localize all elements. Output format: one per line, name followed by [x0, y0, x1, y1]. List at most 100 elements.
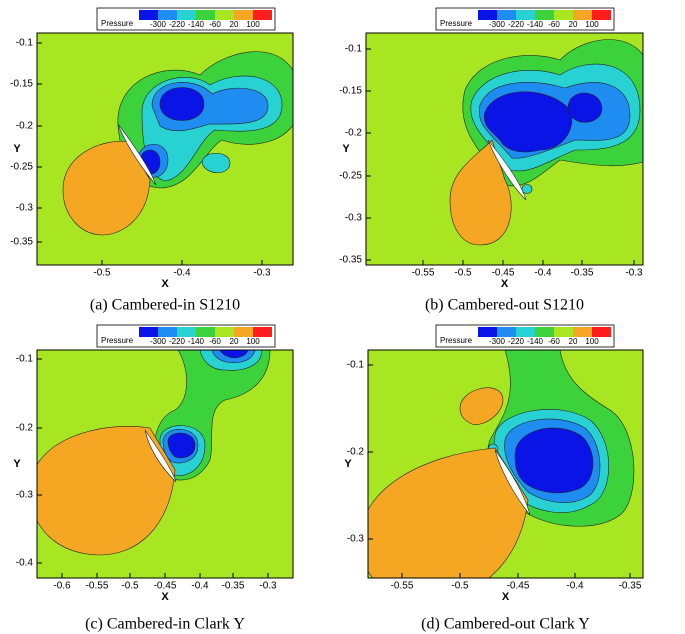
- legend-swatch: [478, 10, 497, 20]
- panel: -0.6 -0.55 -0.5 -0.45 -0.4 -0.35 -0.3 -0.1 -0.2 -…: [13, 324, 294, 633]
- y-tick-label: -0.2: [347, 447, 365, 458]
- y-tick-label: -0.15: [339, 86, 362, 97]
- legend-label: 100: [585, 337, 599, 346]
- x-tick-label: -0.5: [121, 581, 139, 592]
- contour: [144, 429, 177, 483]
- x-tick-label: -0.45: [507, 581, 530, 592]
- x-axis-label: X: [502, 591, 510, 603]
- plot-frame: [36, 32, 294, 266]
- legend-label: 100: [246, 337, 260, 346]
- y-tick-label: -0.35: [10, 237, 33, 248]
- contour: [167, 432, 196, 459]
- legend-label: 100: [246, 20, 260, 29]
- legend-label: -300: [489, 337, 506, 346]
- legend-label: 100: [585, 20, 599, 29]
- contour: [219, 350, 249, 359]
- y-tick-label: -0.2: [16, 423, 34, 434]
- y-tick-label: -0.25: [339, 171, 362, 182]
- legend-swatch: [215, 10, 234, 20]
- y-tick-label: -0.1: [345, 44, 363, 55]
- x-tick-label: -0.45: [154, 581, 177, 592]
- legend-swatch: [592, 327, 611, 337]
- y-tick-label: -0.4: [16, 558, 34, 569]
- x-axis-label: X: [161, 278, 169, 290]
- legend-swatch: [139, 10, 158, 20]
- legend-label: -140: [188, 337, 205, 346]
- legend-label: 20: [230, 337, 239, 346]
- legend-swatch: [573, 327, 592, 337]
- caption: (b) Cambered-out S1210: [425, 297, 584, 314]
- legend-swatch: [554, 10, 573, 20]
- x-axis-label: X: [501, 278, 509, 290]
- contour-field: [37, 33, 293, 265]
- contour-field: [37, 350, 293, 578]
- x-tick-label: -0.3: [253, 268, 271, 279]
- legend-swatch: [215, 327, 234, 337]
- y-axis-label: Y: [342, 143, 350, 155]
- legend-swatch: [497, 10, 516, 20]
- contour: [37, 425, 176, 556]
- contour: [201, 152, 231, 174]
- legend-label: -220: [169, 337, 186, 346]
- legend-swatch: [516, 10, 535, 20]
- x-tick-label: -0.5: [454, 268, 472, 279]
- contour-field: [366, 33, 643, 265]
- y-axis-label: Y: [13, 143, 21, 155]
- legend-title: Pressure: [440, 19, 473, 28]
- x-tick-label: -0.3: [625, 268, 643, 279]
- legend-label: 20: [230, 20, 239, 29]
- legend-swatch: [535, 10, 554, 20]
- panel: -0.55 -0.5 -0.45 -0.4 -0.35 -0.3 -0.1 -0.15 -0.2…: [339, 7, 644, 314]
- legend-label: -60: [209, 337, 221, 346]
- x-tick-label: -0.4: [534, 268, 552, 279]
- x-tick-label: -0.35: [571, 268, 594, 279]
- legend-label: -140: [527, 20, 544, 29]
- legend-swatch: [554, 327, 573, 337]
- legend-swatch: [478, 327, 497, 337]
- y-tick-label: -0.35: [339, 255, 362, 266]
- y-tick-label: -0.15: [10, 79, 33, 90]
- y-tick-label: -0.2: [16, 121, 34, 132]
- legend-title: Pressure: [101, 336, 134, 345]
- contour: [487, 139, 527, 201]
- x-axis-label: X: [161, 591, 169, 603]
- legend-label: -220: [508, 337, 525, 346]
- x-tick-label: -0.35: [619, 581, 642, 592]
- legend-label: -300: [150, 20, 167, 29]
- legend-label: 20: [569, 337, 578, 346]
- contour: [521, 184, 533, 194]
- x-tick-label: -0.3: [259, 581, 277, 592]
- contour: [449, 139, 512, 246]
- legend-swatch: [234, 327, 253, 337]
- contour: [62, 141, 151, 236]
- legend-swatch: [177, 10, 196, 20]
- contour: [567, 92, 603, 123]
- y-tick-label: -0.1: [16, 354, 34, 365]
- y-tick-label: -0.3: [347, 534, 365, 545]
- x-tick-label: -0.5: [451, 581, 469, 592]
- x-tick-label: -0.6: [53, 581, 71, 592]
- x-tick-label: -0.55: [391, 581, 414, 592]
- panel: -0.55 -0.5 -0.45 -0.4 -0.35 -0.1 -0.2 -0.3 X Y (d)…: [344, 324, 644, 633]
- legend-swatch: [253, 10, 272, 20]
- legend-label: -220: [508, 20, 525, 29]
- y-tick-label: -0.3: [16, 203, 34, 214]
- legend-swatch: [158, 327, 177, 337]
- panel: -0.5 -0.4 -0.3 -0.1 -0.15 -0.2 -0.25 -0.3 -0.35 X…: [10, 7, 294, 314]
- x-tick-label: -0.55: [412, 268, 435, 279]
- y-tick-label: -0.1: [16, 38, 34, 49]
- contour: [117, 123, 157, 186]
- legend-label: 20: [569, 20, 578, 29]
- legend-label: -300: [150, 337, 167, 346]
- legend-title: Pressure: [440, 336, 473, 345]
- legend-swatch: [573, 10, 592, 20]
- legend-title: Pressure: [101, 19, 134, 28]
- x-tick-label: -0.55: [86, 581, 109, 592]
- y-tick-label: -0.3: [16, 490, 34, 501]
- y-axis-label: Y: [13, 458, 21, 470]
- legend-label: -140: [527, 337, 544, 346]
- contour-field: [368, 350, 643, 578]
- x-tick-label: -0.5: [93, 268, 111, 279]
- legend-swatch: [158, 10, 177, 20]
